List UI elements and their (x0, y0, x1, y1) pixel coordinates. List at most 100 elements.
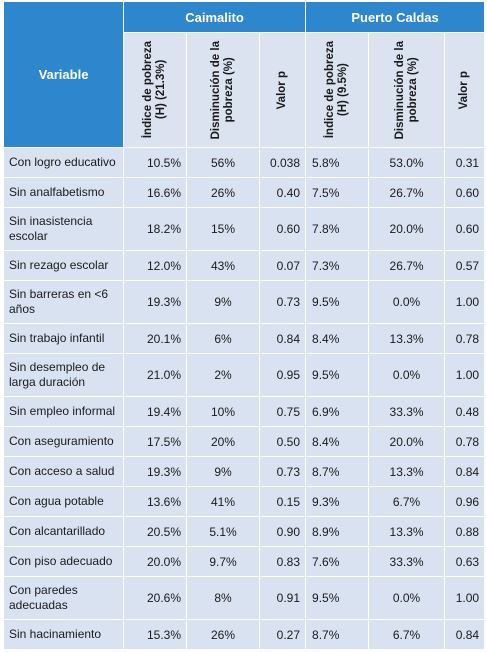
value-cell: 0.48 (444, 396, 486, 427)
value-cell: 5.8% (305, 147, 370, 178)
value-cell: 8.9% (305, 516, 370, 547)
value-cell: 20.0% (368, 207, 446, 251)
value-cell: 9% (186, 456, 260, 487)
value-cell: 33.3% (368, 396, 446, 427)
value-cell: 7.5% (305, 177, 370, 208)
value-cell: 1.00 (444, 576, 486, 620)
table-row: Sin barreras en <6 años 19.3% 9% 0.73 9.5% 0.… (3, 280, 486, 324)
value-cell: 13.3% (368, 323, 446, 354)
value-cell: 20.1% (123, 323, 187, 354)
value-cell: 1.00 (444, 280, 486, 324)
table-row: Sin inasistencia escolar 18.2% 15% 0.60 7.8%… (3, 207, 486, 251)
variable-cell: Con paredes adecuadas (3, 576, 124, 620)
value-cell: 9.5% (305, 576, 370, 620)
value-cell: 0.84 (444, 456, 486, 487)
value-cell: 9.5% (305, 280, 370, 324)
variable-cell: Sin desempleo de larga duración (3, 353, 124, 397)
value-cell: 0.96 (444, 486, 486, 517)
value-cell: 0.40 (258, 177, 307, 208)
value-cell: 0.63 (444, 546, 486, 577)
table-row: Con acceso a salud 19.3% 9% 0.73 8.7% 13.3% 0.… (3, 456, 486, 487)
subheader-p-value-puerto-caldas: Valor p (444, 32, 486, 148)
value-cell: 20.6% (123, 576, 187, 620)
value-cell: 6.7% (368, 486, 446, 517)
value-cell: 0.15 (258, 486, 307, 517)
value-cell: 26.7% (368, 177, 446, 208)
value-cell: 0.038 (258, 147, 307, 178)
value-cell: 17.5% (123, 426, 187, 457)
value-cell: 15.3% (123, 619, 187, 650)
table-row: Sin analfabetismo 16.6% 26% 0.40 7.5% 26.7% 0.… (3, 177, 486, 208)
value-cell: 43% (186, 250, 260, 281)
value-cell: 0.84 (444, 619, 486, 650)
value-cell: 26% (186, 177, 260, 208)
value-cell: 7.6% (305, 546, 370, 577)
value-cell: 26% (186, 619, 260, 650)
value-cell: 0.73 (258, 280, 307, 324)
variable-cell: Con alcantarillado (3, 516, 124, 547)
value-cell: 0.60 (444, 177, 486, 208)
value-cell: 0.50 (258, 426, 307, 457)
value-cell: 0.27 (258, 619, 307, 650)
group-header-puerto-caldas: Puerto Caldas (305, 1, 486, 33)
table-row: Sin rezago escolar 12.0% 43% 0.07 7.3% 26.7% 0… (3, 250, 486, 281)
value-cell: 0.0% (368, 353, 446, 397)
value-cell: 0.73 (258, 456, 307, 487)
value-cell: 13.6% (123, 486, 187, 517)
value-cell: 20.0% (368, 426, 446, 457)
value-cell: 26.7% (368, 250, 446, 281)
value-cell: 20.0% (123, 546, 187, 577)
value-cell: 0.60 (444, 207, 486, 251)
value-cell: 7.3% (305, 250, 370, 281)
value-cell: 0.07 (258, 250, 307, 281)
value-cell: 15% (186, 207, 260, 251)
group-header-caimalito: Caimalito (122, 1, 307, 33)
value-cell: 0.57 (444, 250, 486, 281)
value-cell: 21.0% (123, 353, 187, 397)
subheader-poverty-reduction-caimalito: Disminución de la pobreza (%) (186, 32, 260, 148)
value-cell: 20.5% (123, 516, 187, 547)
value-cell: 5.1% (186, 516, 260, 547)
value-cell: 18.2% (123, 207, 187, 251)
value-cell: 7.8% (305, 207, 370, 251)
variable-header: Variable (3, 1, 124, 148)
poverty-table: Variable Caimalito Puerto Caldas Índice … (3, 1, 486, 650)
variable-cell: Con acceso a salud (3, 456, 124, 487)
value-cell: 12.0% (123, 250, 187, 281)
value-cell: 10.5% (123, 147, 187, 178)
subheader-poverty-index-puerto-caldas: Índice de pobreza (H) (9.5%) (305, 32, 370, 148)
value-cell: 41% (186, 486, 260, 517)
table-row: Con piso adecuado 20.0% 9.7% 0.83 7.6% 33.3% 0… (3, 546, 486, 577)
subheader-poverty-index-caimalito: Índice de pobreza (H) (21.3%) (123, 32, 187, 148)
table-row: Sin trabajo infantil 20.1% 6% 0.84 8.4% 13.3%… (3, 323, 486, 354)
table-row: Sin hacinamiento 15.3% 26% 0.27 8.7% 6.7% 0.84 (3, 619, 486, 650)
value-cell: 6.9% (305, 396, 370, 427)
value-cell: 8% (186, 576, 260, 620)
variable-cell: Con logro educativo (3, 147, 124, 178)
value-cell: 9.5% (305, 353, 370, 397)
value-cell: 8.7% (305, 456, 370, 487)
table-row: Sin desempleo de larga duración 21.0% 2% 0.… (3, 353, 486, 397)
variable-cell: Sin empleo informal (3, 396, 124, 427)
value-cell: 13.3% (368, 456, 446, 487)
value-cell: 0.0% (368, 576, 446, 620)
value-cell: 0.91 (258, 576, 307, 620)
value-cell: 0.88 (444, 516, 486, 547)
value-cell: 8.4% (305, 426, 370, 457)
table-row: Con alcantarillado 20.5% 5.1% 0.90 8.9% 13.3%… (3, 516, 486, 547)
variable-cell: Sin rezago escolar (3, 250, 124, 281)
variable-cell: Con aseguramiento (3, 426, 124, 457)
value-cell: 0.83 (258, 546, 307, 577)
variable-cell: Sin barreras en <6 años (3, 280, 124, 324)
variable-cell: Con piso adecuado (3, 546, 124, 577)
value-cell: 19.3% (123, 280, 187, 324)
value-cell: 0.78 (444, 323, 486, 354)
value-cell: 0.31 (444, 147, 486, 178)
value-cell: 0.95 (258, 353, 307, 397)
value-cell: 16.6% (123, 177, 187, 208)
value-cell: 10% (186, 396, 260, 427)
variable-cell: Con agua potable (3, 486, 124, 517)
value-cell: 0.84 (258, 323, 307, 354)
value-cell: 13.3% (368, 516, 446, 547)
value-cell: 0.75 (258, 396, 307, 427)
